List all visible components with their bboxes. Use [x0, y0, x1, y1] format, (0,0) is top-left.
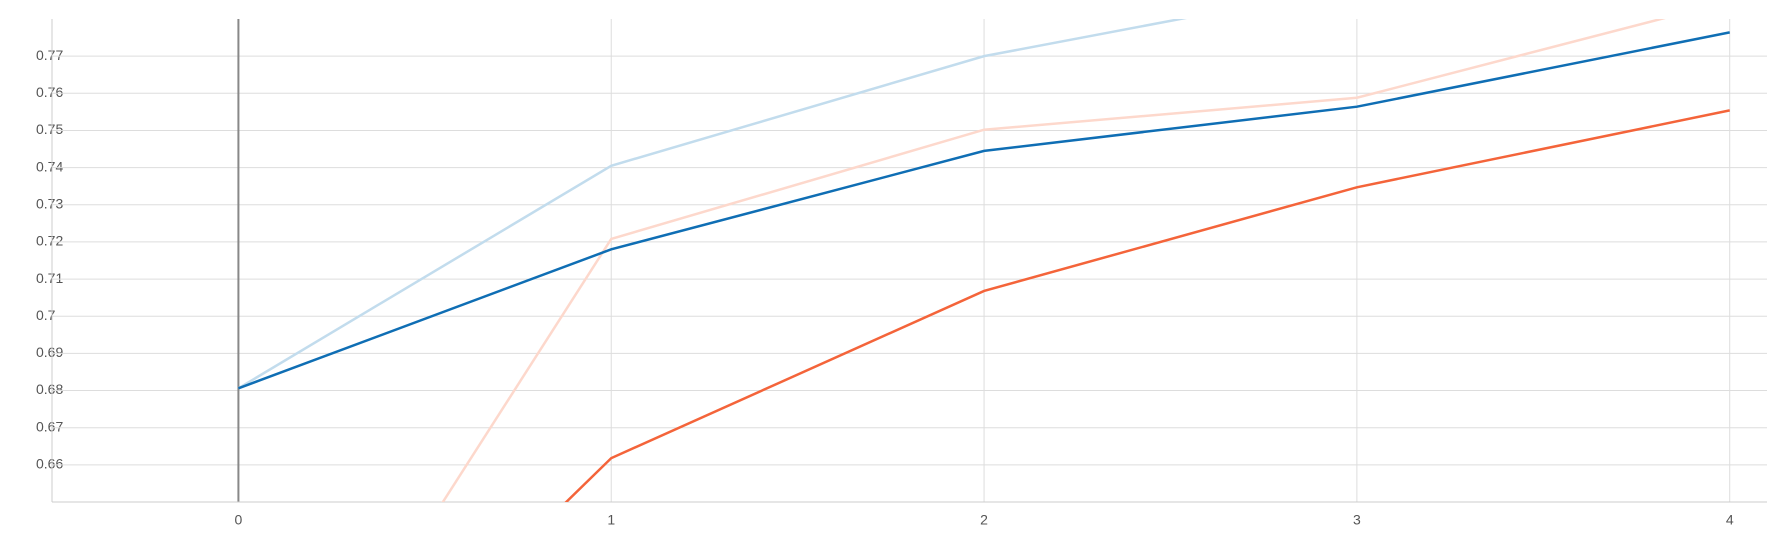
x-tick-label: 3: [1353, 512, 1361, 528]
y-tick-label: 0.66: [36, 456, 63, 472]
x-tick-label: 1: [607, 512, 615, 528]
line-series: [237, 19, 1188, 390]
plot-area: [237, 19, 1730, 502]
line-series: [564, 109, 1730, 502]
y-tick-label: 0.72: [36, 233, 63, 249]
x-tick-label: 2: [980, 512, 988, 528]
y-tick-label: 0.75: [36, 121, 63, 137]
y-tick-label: 0.68: [36, 381, 63, 397]
y-tick-label: 0.73: [36, 195, 63, 211]
y-tick-label: 0.76: [36, 84, 63, 100]
line-series: [441, 19, 1666, 502]
x-tick-label: 0: [235, 512, 243, 528]
y-tick-label: 0.71: [36, 270, 63, 286]
y-tick-label: 0.74: [36, 158, 63, 174]
y-tick-label: 0.77: [36, 47, 63, 63]
y-tick-label: 0.69: [36, 344, 63, 360]
x-tick-label: 4: [1726, 512, 1734, 528]
line-series: [237, 31, 1730, 390]
y-tick-label: 0.67: [36, 418, 63, 434]
y-tick-label: 0.7: [36, 307, 56, 323]
